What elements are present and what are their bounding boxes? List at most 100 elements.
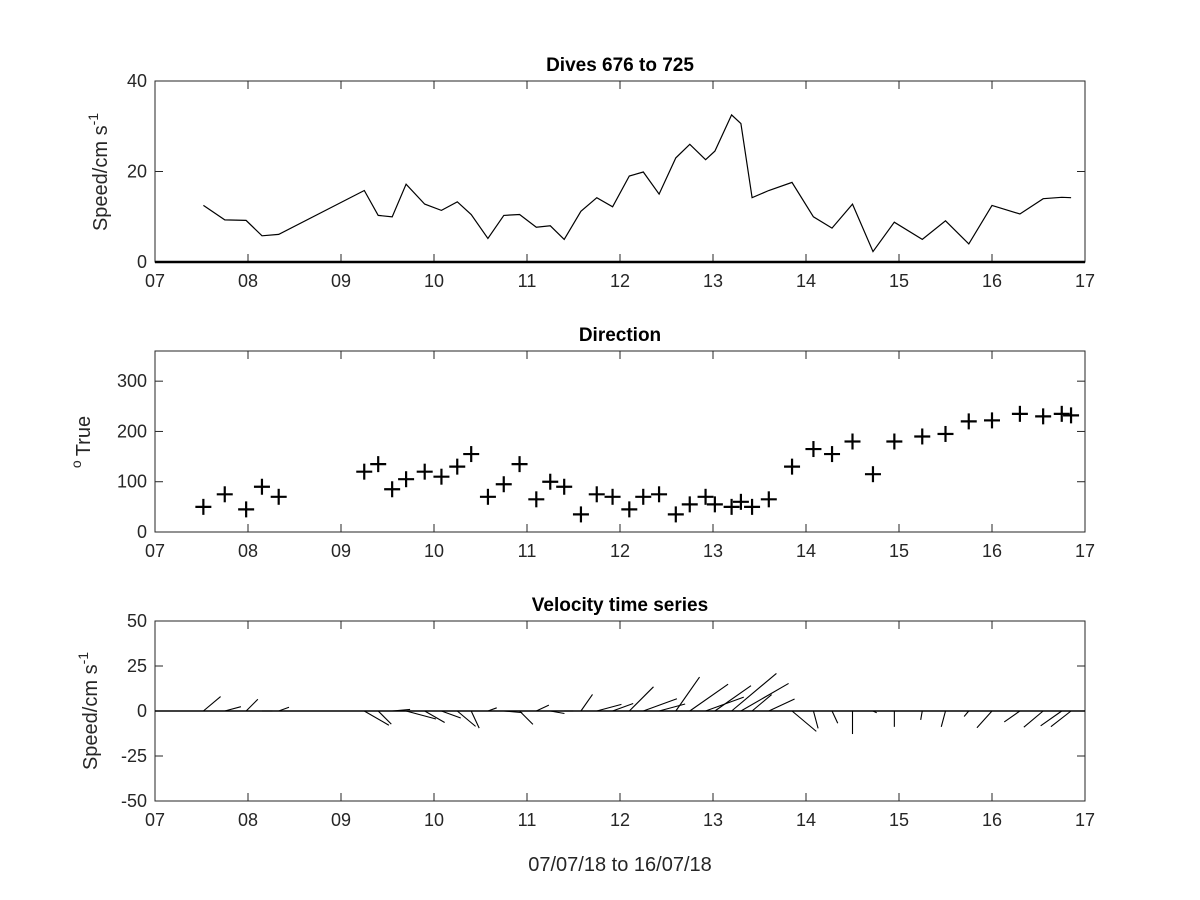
speed-x-tick-label: 16	[982, 271, 1002, 291]
direction-panel: Direction 07 08 09 10 11 12 13 14 15 16 17 0 100 200 3…	[68, 325, 1095, 561]
velocity-stick	[940, 710, 947, 727]
direction-series	[195, 405, 1080, 523]
velocity-y-axis-label: Speed/cm s-1	[75, 652, 102, 770]
direction-point	[706, 496, 723, 513]
velocity-y-tick-label: 25	[127, 656, 147, 676]
speed-x-tick-label: 07	[145, 271, 165, 291]
direction-point	[651, 486, 668, 503]
direction-y-axis-label: o True	[68, 416, 95, 468]
speed-y-axis-label-sup: -1	[85, 113, 101, 126]
speed-panel-title: Dives 676 to 725	[546, 55, 694, 76]
direction-point	[542, 473, 559, 490]
velocity-x-tick-label: 09	[331, 810, 351, 830]
velocity-stick	[245, 698, 259, 712]
velocity-panel-title: Velocity time series	[532, 595, 708, 616]
speed-y-axis-label-main: Speed/cm s	[90, 125, 112, 231]
velocity-stick	[643, 698, 678, 712]
direction-y-tick-label: 100	[117, 472, 147, 492]
velocity-y-tick-label: 0	[137, 701, 147, 721]
direction-point	[760, 491, 777, 508]
direction-point	[495, 476, 512, 493]
direction-x-tick-label: 07	[145, 541, 165, 561]
velocity-stick	[424, 710, 445, 723]
velocity-stick	[812, 710, 819, 729]
direction-point	[398, 471, 415, 488]
direction-x-tick-label: 10	[424, 541, 444, 561]
direction-point	[384, 481, 401, 498]
velocity-stick	[920, 710, 923, 720]
velocity-stick	[405, 710, 437, 720]
velocity-stick	[377, 710, 392, 725]
direction-point	[824, 446, 841, 463]
velocity-stick	[278, 706, 290, 712]
speed-x-tick-label: 15	[889, 271, 909, 291]
direction-point	[723, 498, 740, 515]
direction-point	[732, 493, 749, 510]
direction-point	[572, 506, 589, 523]
velocity-ticks: 07 08 09 10 11 12 13 14 15 16 17 50 25 0 -25 -50	[121, 611, 1095, 830]
direction-point	[1035, 408, 1052, 425]
velocity-x-tick-label: 15	[889, 810, 909, 830]
direction-point	[195, 498, 212, 515]
speed-panel: Dives 676 to 725 07 08 09 10 11 12 13 14 15 16 170…	[85, 55, 1095, 291]
direction-x-tick-label: 08	[238, 541, 258, 561]
direction-point	[844, 433, 861, 450]
velocity-x-tick-label: 17	[1075, 810, 1095, 830]
direction-plot-box	[154, 350, 1086, 533]
direction-point	[784, 458, 801, 475]
speed-x-tick-label: 10	[424, 271, 444, 291]
velocity-panel: Velocity time series 07 08 09 10 11 12 13 14 15 1…	[75, 595, 1095, 876]
velocity-stick	[675, 676, 700, 712]
velocity-x-tick-label: 16	[982, 810, 1002, 830]
direction-point	[511, 456, 528, 473]
speed-ticks: 07 08 09 10 11 12 13 14 15 16 17 0 20 40	[127, 71, 1095, 291]
velocity-stick	[203, 696, 221, 712]
velocity-stick	[470, 710, 480, 729]
velocity-stick	[392, 708, 411, 712]
velocity-stick	[751, 694, 772, 712]
velocity-stick	[456, 710, 476, 727]
velocity-stick	[714, 685, 752, 712]
direction-point	[984, 412, 1000, 429]
speed-x-tick-label: 09	[331, 271, 351, 291]
velocity-x-axis-label: 07/07/18 to 16/07/18	[528, 854, 712, 876]
velocity-stick	[612, 702, 634, 712]
direction-panel-title: Direction	[579, 325, 661, 346]
direction-point	[370, 456, 387, 473]
direction-point	[588, 486, 605, 503]
direction-point	[1011, 405, 1028, 422]
speed-x-tick-label: 11	[518, 271, 537, 291]
direction-x-tick-label: 09	[331, 541, 351, 561]
direction-point	[253, 478, 270, 495]
velocity-stick	[976, 710, 993, 729]
velocity-y-tick-label: -25	[121, 746, 147, 766]
velocity-y-tick-label: 50	[127, 611, 147, 631]
velocity-stick	[689, 683, 729, 712]
velocity-stick	[503, 710, 523, 714]
velocity-stick	[740, 682, 789, 712]
direction-point	[635, 488, 652, 505]
speed-line	[203, 113, 1072, 253]
direction-x-tick-label: 11	[518, 541, 537, 561]
direction-point	[528, 491, 545, 508]
direction-point	[433, 468, 450, 485]
direction-point	[914, 428, 931, 445]
velocity-stick	[536, 704, 550, 712]
velocity-stick	[1023, 710, 1044, 728]
direction-x-tick-label: 12	[610, 541, 630, 561]
direction-point	[1053, 405, 1070, 422]
direction-point	[416, 463, 433, 480]
velocity-stick	[596, 703, 622, 712]
velocity-stick	[580, 694, 593, 712]
direction-point	[1063, 407, 1080, 424]
velocity-x-tick-label: 11	[518, 810, 537, 830]
speed-x-tick-label: 13	[703, 271, 723, 291]
velocity-y-axis-label-main: Speed/cm s	[80, 664, 102, 770]
velocity-x-tick-label: 12	[610, 810, 630, 830]
direction-point	[556, 478, 573, 495]
direction-x-tick-label: 16	[982, 541, 1002, 561]
direction-point	[356, 463, 373, 480]
velocity-stick	[519, 710, 534, 725]
direction-point	[744, 498, 761, 515]
